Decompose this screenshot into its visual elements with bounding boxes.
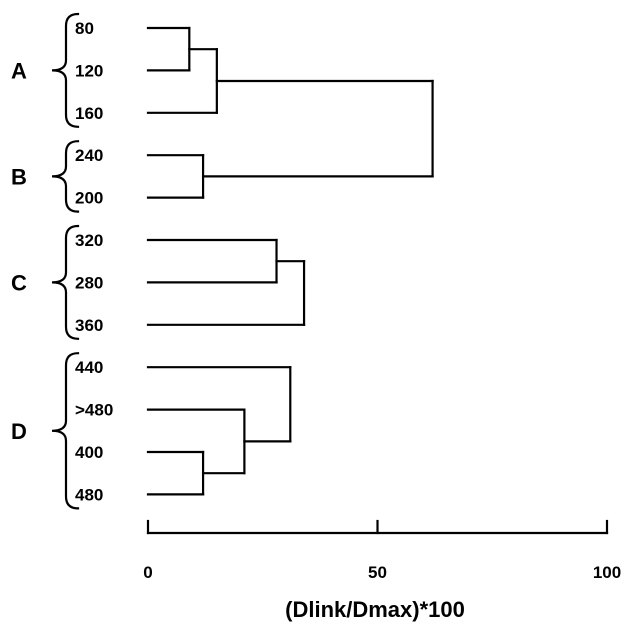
dendrogram-links <box>146 26 434 496</box>
leaf-label: 120 <box>75 61 103 80</box>
group-brace <box>51 140 80 213</box>
group-label: D <box>11 419 27 444</box>
group-brackets <box>51 12 80 510</box>
leaf-label: 480 <box>75 485 103 504</box>
group-brace <box>51 224 80 340</box>
leaf-label: 160 <box>75 104 103 123</box>
x-tick-label: 100 <box>593 563 621 582</box>
x-axis-label: (Dlink/Dmax)*100 <box>285 597 465 622</box>
leaf-label: >480 <box>75 401 113 420</box>
leaf-label: 440 <box>75 358 103 377</box>
leaf-label: 360 <box>75 316 103 335</box>
group-brace <box>51 352 80 510</box>
x-axis: 0 50 100 <box>143 519 621 582</box>
leaf-label: 240 <box>75 146 103 165</box>
leaf-label: 200 <box>75 189 103 208</box>
leaf-label: 320 <box>75 231 103 250</box>
group-brace <box>51 12 80 128</box>
x-axis-ticks: 0 50 100 <box>143 519 621 582</box>
x-tick-label: 0 <box>143 563 152 582</box>
leaf-label: 400 <box>75 443 103 462</box>
group-labels: A B C D <box>11 58 27 443</box>
x-tick-label: 50 <box>368 563 387 582</box>
leaf-labels: 80 120 160 240 200 320 280 360 440 >480 400 480 <box>75 19 113 504</box>
group-label: B <box>11 164 27 189</box>
leaf-label: 80 <box>75 19 94 38</box>
group-label: A <box>11 58 27 83</box>
leaf-label: 280 <box>75 273 103 292</box>
group-label: C <box>11 270 27 295</box>
